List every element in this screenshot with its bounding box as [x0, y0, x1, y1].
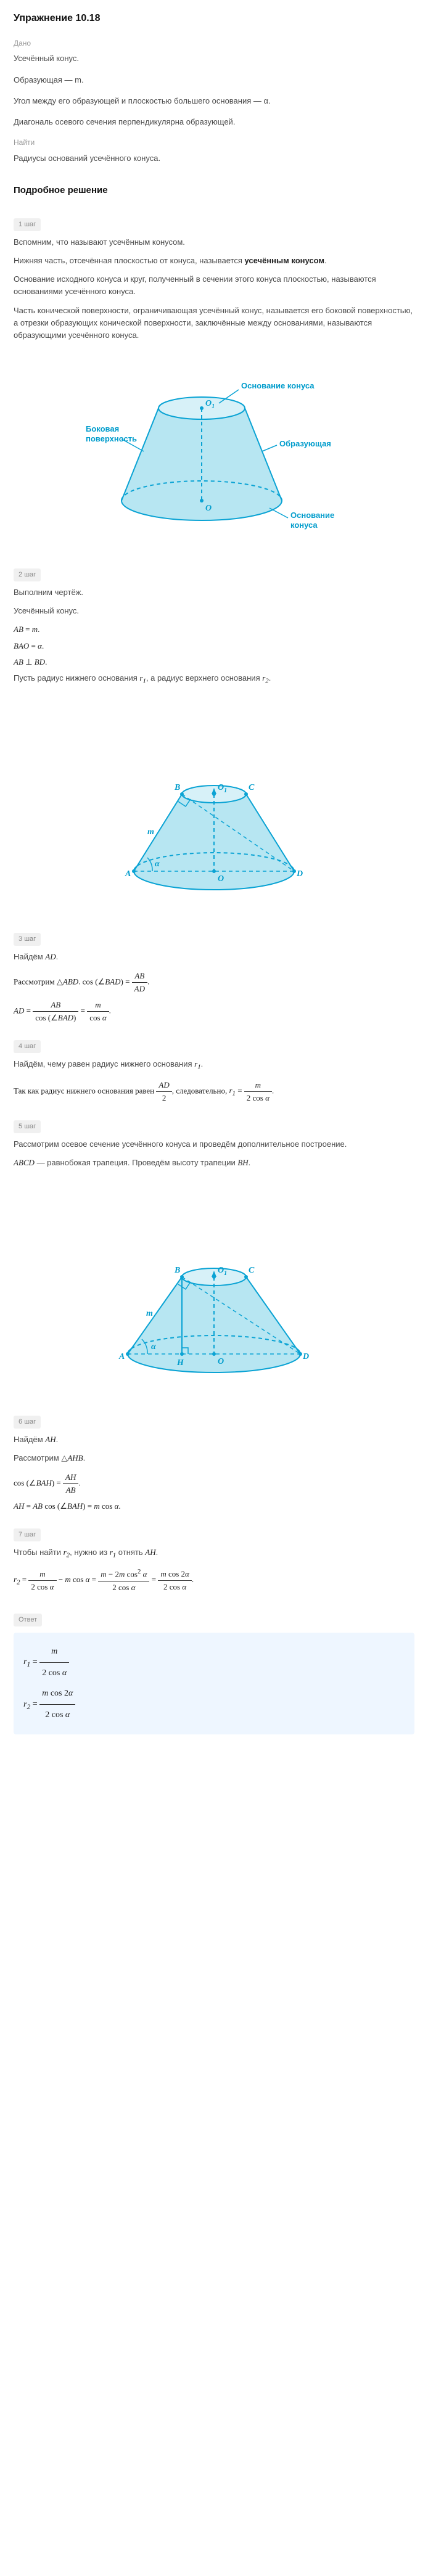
fig2-D: D [296, 869, 303, 879]
fig3-D: D [302, 1352, 309, 1361]
given-4: Диагональ осевого сечения перпендикулярн… [14, 116, 414, 128]
step3-eq2: AD = ABcos (∠BAD) = mcos α. [14, 999, 414, 1024]
step2-intro: Выполним чертёж. [14, 586, 414, 599]
step5-p1: ABCD — равнобокая трапеция. Проведём выс… [14, 1157, 414, 1169]
fig2-B: B [174, 783, 180, 792]
fig2-A: A [125, 869, 131, 879]
answer-label: Ответ [14, 1614, 42, 1626]
step1-p1: Нижняя часть, отсечённая плоскостью от к… [14, 255, 414, 267]
step-pill-5: 5 шаг [14, 1120, 41, 1133]
step6-eq1: cos (∠BAH) = AHAB. [14, 1471, 414, 1496]
solution-heading: Подробное решение [14, 183, 414, 197]
step-pill-2: 2 шаг [14, 568, 41, 581]
step7-intro: Чтобы найти r2, нужно из r1 отнять AH. [14, 1546, 414, 1561]
fig1-label-base-2: конуса [290, 520, 318, 530]
step1-p2: Основание исходного конуса и круг, получ… [14, 273, 414, 298]
fig1-label-side-1: Боковая [86, 424, 119, 433]
fig2-C: C [249, 783, 255, 792]
step4-intro: Найдём, чему равен радиус нижнего основа… [14, 1058, 414, 1072]
step3-eq1: Рассмотрим △ABD. cos (∠BAD) = ABAD. [14, 970, 414, 995]
given-2: Образующая — m. [14, 74, 414, 86]
step6-eq2: AH = AB cos (∠BAH) = m cos α. [14, 1500, 414, 1512]
fig3-A: A [118, 1352, 125, 1361]
step1-intro: Вспомним, что называют усечённым конусом… [14, 236, 414, 248]
find-label: Найти [14, 137, 414, 149]
step-pill-6: 6 шаг [14, 1416, 41, 1429]
given-2-text: Образующая — m. [14, 75, 84, 84]
given-label: Дано [14, 38, 414, 49]
fig3-H: H [176, 1358, 184, 1368]
step-pill-1: 1 шаг [14, 218, 41, 231]
fig3-B: B [174, 1266, 180, 1275]
step5-intro: Рассмотрим осевое сечение усечённого кон… [14, 1138, 414, 1151]
page-title: Упражнение 10.18 [14, 11, 414, 27]
step2-p1: Усечённый конус. [14, 605, 414, 617]
step1-p1a: Нижняя часть, отсечённая плоскостью от к… [14, 256, 245, 265]
fig1-label-gen: Образующая [279, 439, 331, 448]
fig1-label-base-1: Основание [290, 511, 334, 520]
fig3-C: C [249, 1266, 255, 1275]
fig1-label-top: Основание конуса [241, 381, 315, 390]
step2-p2: Пусть радиус нижнего основания r1, а рад… [14, 672, 414, 686]
step7-eq: r2 = m2 cos α − m cos α = m − 2m cos2 α2… [14, 1567, 414, 1594]
given-1: Усечённый конус. [14, 52, 414, 65]
answer-box: r1 = m2 cos α r2 = m cos 2α2 cos α [14, 1633, 414, 1734]
step1-p1b: усечённым конусом [245, 256, 325, 265]
find-text: Радиусы оснований усечённого конуса. [14, 152, 414, 165]
step-pill-4: 4 шаг [14, 1040, 41, 1053]
figure-1: O1 O Основание конуса Боковая поверхност… [14, 353, 414, 541]
fig2-m: m [147, 827, 154, 837]
step6-p1: Рассмотрим △AHB. [14, 1452, 414, 1464]
step3-intro: Найдём AD. [14, 951, 414, 963]
step2-eq3: AB ⊥ BD. [14, 656, 414, 668]
step6-intro: Найдём AH. [14, 1434, 414, 1446]
fig3-m: m [146, 1309, 153, 1318]
fig3-al: α [151, 1342, 156, 1352]
figure-3: A B C D H O O1 m α [14, 1243, 414, 1388]
figure-2: A B C D O O1 m α [14, 760, 414, 906]
fig1-label-side-2: поверхность [86, 434, 137, 443]
step2-eq2: BAO = α. [14, 640, 414, 652]
fig2-alpha: α [155, 859, 160, 869]
step1-p1c: . [324, 256, 327, 265]
step-pill-7: 7 шаг [14, 1528, 41, 1541]
step4-eq: Так как радиус нижнего основания равен A… [14, 1079, 414, 1104]
fig1-O: O [205, 504, 212, 513]
answer-line-2: r2 = m cos 2α2 cos α [23, 1683, 405, 1725]
answer-line-1: r1 = m2 cos α [23, 1641, 405, 1683]
step-pill-3: 3 шаг [14, 933, 41, 946]
step2-eq1: AB = m. [14, 623, 414, 636]
fig2-O: O [218, 874, 224, 884]
given-3: Угол между его образующей и плоскостью б… [14, 95, 414, 107]
step1-p3: Часть конической поверхности, ограничива… [14, 305, 414, 342]
fig3-O: O [218, 1357, 224, 1366]
